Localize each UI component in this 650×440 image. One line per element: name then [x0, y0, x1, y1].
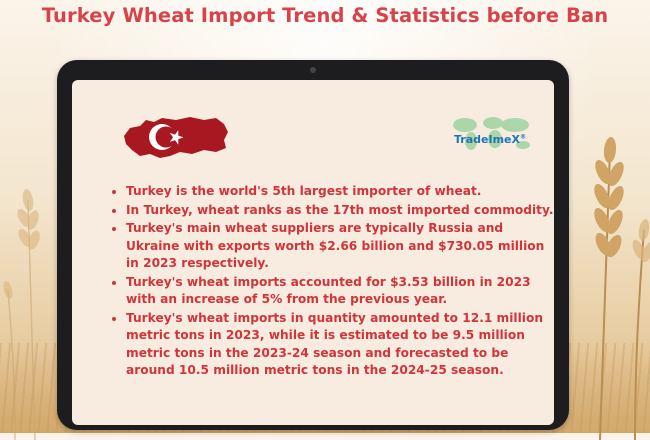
tradeimex-logo: TradeImeX® [445, 111, 535, 156]
page-title: Turkey Wheat Import Trend & Statistics b… [41, 4, 609, 27]
world-map-icon [453, 117, 530, 150]
tablet-camera [310, 67, 316, 73]
wheat-stalk-left-icon [3, 189, 40, 440]
fact-item: Turkey's main wheat suppliers are typica… [126, 220, 554, 273]
fact-item: In Turkey, wheat ranks as the 17th most … [126, 202, 554, 220]
wheat-stalk-right-icon [594, 137, 650, 440]
tablet-frame: TradeImeX® Turkey is the world's 5th lar… [57, 60, 569, 430]
facts-list: Turkey is the world's 5th largest import… [112, 183, 554, 381]
fact-item: Turkey is the world's 5th largest import… [126, 183, 554, 201]
turkey-flag-map-icon [124, 117, 228, 158]
fact-item: Turkey's wheat imports accounted for $3.… [126, 274, 554, 309]
tablet-screen: TradeImeX® Turkey is the world's 5th lar… [72, 80, 554, 425]
logo-text: TradeImeX® [454, 133, 526, 146]
fact-item: Turkey's wheat imports in quantity amoun… [126, 310, 554, 380]
